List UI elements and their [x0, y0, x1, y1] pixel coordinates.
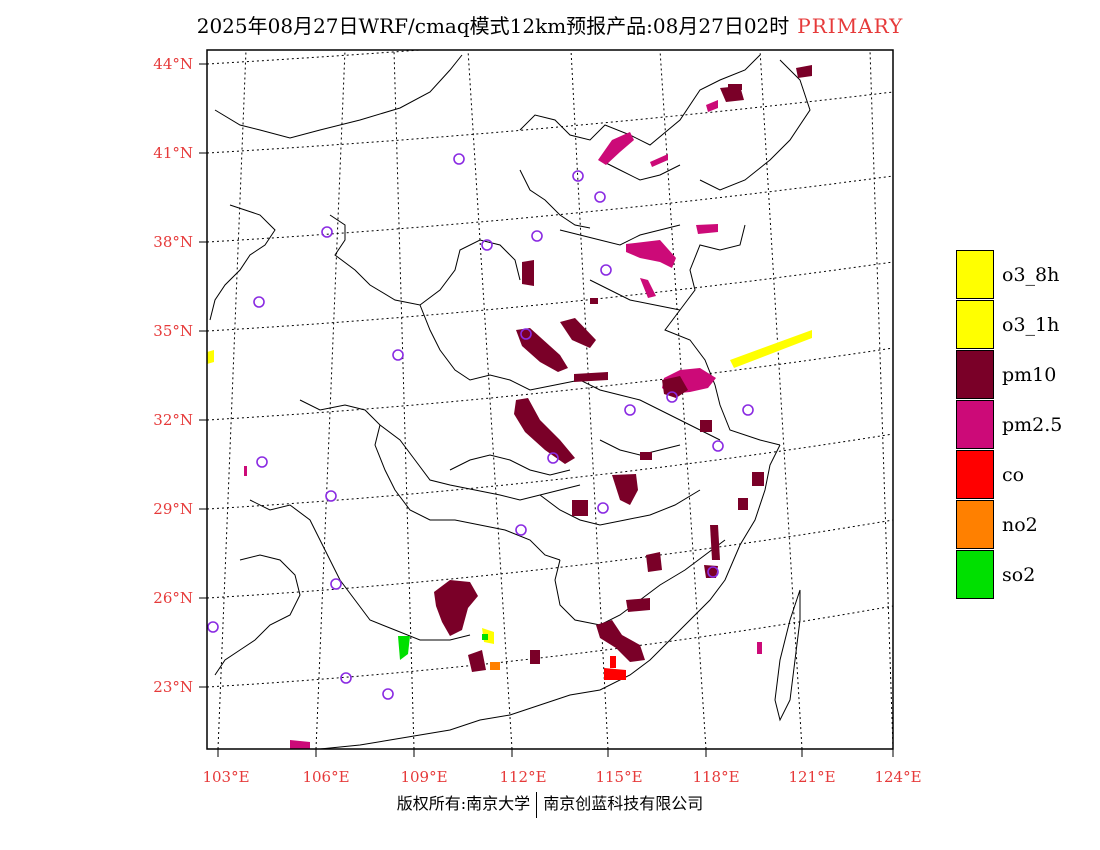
legend-swatch: [956, 250, 994, 299]
lat-label: 23°N: [153, 678, 193, 696]
latitude-labels: 44°N 41°N 38°N 35°N 32°N 29°N 26°N 23°N: [153, 55, 193, 696]
legend-swatch: [956, 550, 994, 599]
legend-label: co: [1002, 464, 1025, 486]
legend-item-so2: so2: [956, 550, 1062, 600]
longitude-labels: 103°E 106°E 109°E 112°E 115°E 118°E 121°…: [202, 768, 921, 786]
lon-label: 106°E: [302, 768, 349, 786]
lat-label: 38°N: [153, 233, 193, 251]
footer-separator: [536, 791, 538, 818]
lon-label: 109°E: [400, 768, 447, 786]
map-frame: [206, 49, 894, 750]
lon-label: 121°E: [788, 768, 835, 786]
legend-swatch: [956, 350, 994, 399]
legend-swatch: [956, 300, 994, 349]
lat-label: 26°N: [153, 589, 193, 607]
lon-label: 124°E: [874, 768, 921, 786]
copyright-footer: 版权所有:南京大学 南京创蓝科技有限公司: [0, 790, 1100, 818]
legend-item-o3-1h: o3_1h: [956, 300, 1062, 350]
lon-label: 103°E: [202, 768, 249, 786]
legend-swatch: [956, 450, 994, 499]
boundaries: [209, 54, 811, 749]
legend-label: so2: [1002, 564, 1036, 586]
lon-label: 115°E: [595, 768, 642, 786]
legend-item-pm10: pm10: [956, 350, 1062, 400]
tick-marks: [199, 63, 894, 757]
legend-label: pm10: [1002, 364, 1057, 386]
lon-label: 118°E: [692, 768, 739, 786]
lat-label: 32°N: [153, 411, 193, 429]
lat-label: 41°N: [153, 144, 193, 162]
longitude-gridlines: [217, 50, 893, 749]
lat-label: 35°N: [153, 322, 193, 340]
legend-swatch: [956, 400, 994, 449]
legend-label: pm2.5: [1002, 414, 1063, 436]
latitude-gridlines: [207, 50, 893, 688]
legend-swatch: [956, 500, 994, 549]
copyright-owner: 版权所有:南京大学: [396, 794, 531, 813]
legend-item-o3-8h: o3_8h: [956, 250, 1062, 300]
legend-item-no2: no2: [956, 500, 1062, 550]
copyright-company: 南京创蓝科技有限公司: [543, 794, 704, 813]
lon-label: 112°E: [499, 768, 546, 786]
station-markers: [207, 153, 754, 700]
legend-label: o3_1h: [1002, 314, 1060, 336]
legend: o3_8h o3_1h pm10 pm2.5 co no2 so2: [956, 250, 1062, 600]
legend-label: o3_8h: [1002, 264, 1060, 286]
map-title: 2025年08月27日WRF/cmaq模式12km预报产品:08月27日02时 P…: [0, 10, 1100, 39]
lat-label: 29°N: [153, 500, 193, 518]
title-text: 2025年08月27日WRF/cmaq模式12km预报产品:08月27日02时: [196, 14, 790, 38]
legend-item-pm25: pm2.5: [956, 400, 1062, 450]
title-tag: PRIMARY: [797, 14, 904, 38]
lat-label: 44°N: [153, 55, 193, 73]
pollutant-patches: [207, 65, 812, 749]
legend-item-co: co: [956, 450, 1062, 500]
legend-label: no2: [1002, 514, 1038, 536]
